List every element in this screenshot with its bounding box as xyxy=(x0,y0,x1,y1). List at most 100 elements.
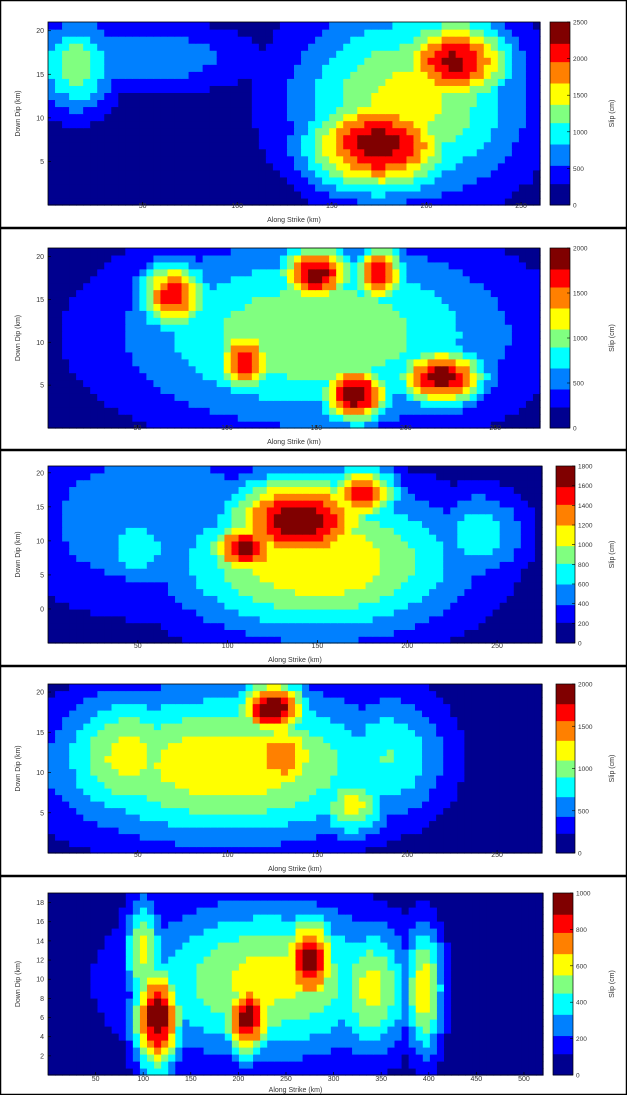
slip-cell xyxy=(139,338,147,346)
slip-cell xyxy=(195,358,204,367)
slip-cell xyxy=(497,303,506,311)
slip-cell xyxy=(406,421,415,429)
slip-cell xyxy=(69,629,77,637)
slip-cell xyxy=(153,365,162,374)
slip-cell xyxy=(146,176,155,185)
colorbar-step xyxy=(550,293,570,297)
slip-cell xyxy=(223,197,232,206)
slip-cell xyxy=(294,162,302,171)
slip-cell xyxy=(308,414,316,422)
slip-cell xyxy=(511,99,520,108)
slip-cell xyxy=(62,29,70,37)
slip-cell xyxy=(455,248,464,256)
slip-cell xyxy=(357,99,365,108)
slip-cell xyxy=(322,331,330,339)
slip-cell xyxy=(386,568,395,576)
slip-cell xyxy=(189,622,197,630)
slip-cell xyxy=(272,43,281,51)
slip-cell xyxy=(302,588,310,596)
slip-cell xyxy=(237,85,246,93)
slip-cell xyxy=(476,113,485,122)
colorbar-step xyxy=(550,165,570,169)
slip-cell xyxy=(202,289,211,298)
slip-cell xyxy=(244,141,253,150)
slip-cell xyxy=(160,162,169,171)
slip-cell xyxy=(511,190,520,199)
slip-cell xyxy=(272,275,281,284)
slip-cell xyxy=(497,99,506,108)
slip-cell xyxy=(286,303,295,311)
slip-cell xyxy=(308,57,316,65)
slip-cell xyxy=(483,176,492,185)
slip-cell xyxy=(209,268,218,277)
slip-cell xyxy=(511,372,520,381)
colorbar-step xyxy=(550,116,570,121)
slip-cell xyxy=(258,176,267,185)
slip-cell xyxy=(343,92,351,101)
slip-cell xyxy=(527,636,536,644)
slip-cell xyxy=(160,50,169,58)
slip-cell xyxy=(111,282,119,291)
slip-cell xyxy=(329,324,337,332)
slip-cell xyxy=(223,365,232,374)
slip-cell xyxy=(125,92,133,101)
slip-cell xyxy=(209,50,218,58)
slip-cell xyxy=(436,602,444,610)
slip-cell xyxy=(301,386,309,394)
slip-cell xyxy=(252,540,261,549)
slip-cell xyxy=(181,78,190,86)
slip-cell xyxy=(343,351,351,360)
slip-cell xyxy=(182,574,190,583)
slip-cell xyxy=(76,331,84,339)
slip-cell xyxy=(195,155,204,164)
slip-cell xyxy=(279,351,288,360)
slip-cell xyxy=(111,421,119,429)
slip-cell xyxy=(223,71,232,79)
slip-cell xyxy=(132,162,140,171)
slip-cell xyxy=(244,344,253,353)
slip-cell xyxy=(97,595,106,603)
slip-cell xyxy=(469,282,478,291)
slip-cell xyxy=(478,608,487,617)
slip-cell xyxy=(244,351,253,360)
slip-cell xyxy=(315,407,323,415)
slip-cell xyxy=(146,85,155,93)
colorbar-step xyxy=(550,281,570,285)
slip-cell xyxy=(139,310,147,318)
slip-cell xyxy=(399,64,408,72)
slip-cell xyxy=(62,99,70,108)
slip-cell xyxy=(97,162,105,171)
slip-cell xyxy=(272,254,281,263)
slip-cell xyxy=(210,527,218,535)
slip-cell xyxy=(203,540,211,549)
slip-cell xyxy=(174,43,183,51)
slip-cell xyxy=(174,176,183,185)
slip-cell xyxy=(301,92,309,101)
slip-cell xyxy=(434,261,443,270)
slip-cell xyxy=(174,372,183,381)
slip-cell xyxy=(202,169,211,178)
slip-cell xyxy=(422,622,430,630)
slip-cell xyxy=(76,148,84,157)
slip-cell xyxy=(525,421,534,429)
slip-cell xyxy=(413,289,422,298)
colorbar-step xyxy=(550,422,570,426)
slip-cell xyxy=(153,183,162,192)
slip-cell xyxy=(90,106,98,115)
slip-cell xyxy=(427,400,436,408)
slip-cell xyxy=(139,36,147,44)
slip-cell xyxy=(76,141,84,150)
slip-cell xyxy=(420,400,429,408)
slip-cell xyxy=(393,629,402,637)
slip-cell xyxy=(309,547,317,556)
slip-cell xyxy=(427,372,436,381)
slip-cell xyxy=(462,310,471,318)
slip-cell xyxy=(371,282,379,291)
colorbar-step xyxy=(550,347,570,351)
slip-cell xyxy=(195,43,204,51)
slip-cell xyxy=(378,379,386,388)
slip-cell xyxy=(315,317,323,325)
slip-cell xyxy=(330,568,338,576)
slip-cell xyxy=(139,29,147,37)
slip-cell xyxy=(76,310,84,318)
